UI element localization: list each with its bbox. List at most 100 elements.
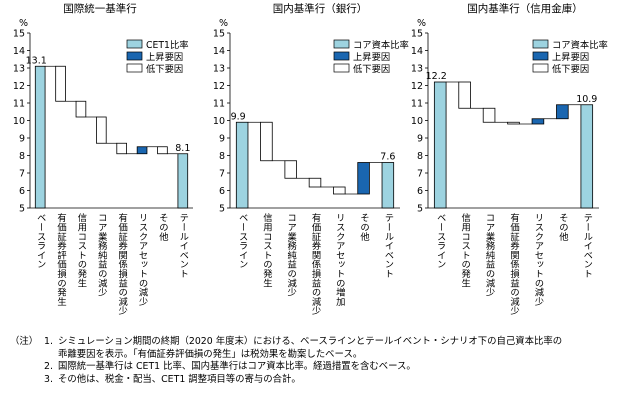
note-3-text: その他は、税金・配当、CET1 調整項目等の寄与の合計。 (58, 373, 301, 385)
bar-decrease (482, 107, 496, 123)
y-tick-label: 5 (19, 204, 25, 215)
category-label: コア業務純益の減少 (484, 213, 496, 297)
note-1-text-b: 乖離要因を表示。「有価証券評価損の発生」は税効果を勘案したベース。 (58, 348, 363, 360)
category-label: テールイベント (382, 213, 394, 278)
bar-increase (136, 146, 148, 155)
y-tick-label: 10 (411, 116, 423, 127)
y-tick-label: 7 (219, 169, 225, 180)
bar-total (580, 104, 594, 209)
note-2-text: 国際統一基準行は CET1 比率、国内基準行はコア資本比率。経過措置を含むベース… (58, 361, 416, 373)
y-tick-label: 6 (219, 186, 225, 197)
y-tick-label: 14 (213, 46, 225, 57)
chart-panel-2: 国内基準行（銀行）% 5 6 7 8 9 10 11 12 13 14 15 9.9 7.6 ベースライン信… (213, 2, 409, 315)
note-2-number: 2. (44, 361, 53, 373)
bar-decrease (157, 146, 168, 155)
bar-total (235, 121, 249, 209)
legend-swatch-increase (333, 51, 350, 61)
category-label: コア業務純益の減少 (96, 213, 108, 297)
bar-total (433, 81, 447, 209)
y-tick-label: 14 (411, 46, 423, 57)
value-label: 12.2 (426, 71, 447, 82)
y-tick-label: 12 (13, 81, 25, 92)
y-tick-label: 11 (411, 99, 423, 110)
y-tick-label: 15 (13, 29, 25, 40)
y-tick-label: 9 (19, 134, 25, 145)
category-label: その他 (557, 213, 569, 242)
legend-label: CET1比率 (146, 39, 189, 51)
y-tick-label: 15 (411, 29, 423, 40)
value-label: 7.6 (380, 152, 395, 163)
y-tick-label: 7 (417, 169, 423, 180)
y-tick-label: 12 (411, 81, 423, 92)
legend-swatch-total (126, 39, 143, 49)
bar-increase (531, 118, 545, 125)
bar-increase (556, 104, 569, 120)
category-label: リスクアセットの減少 (532, 213, 544, 306)
chart-title: 国内基準行（信用金庫） (467, 2, 583, 15)
bar-decrease (284, 160, 297, 179)
category-label: その他 (358, 213, 370, 242)
category-label: 信用コストの発生 (261, 212, 273, 287)
legend-label: 上昇要因 (552, 52, 589, 63)
legend-swatch-increase (532, 51, 549, 61)
bar-decrease (75, 100, 87, 118)
category-label: 有価証券関係損益の減少 (116, 212, 128, 315)
legend-label: 低下要因 (353, 63, 390, 75)
category-label: 信用コストの発生 (75, 212, 87, 287)
note-lead: （注） (10, 336, 39, 347)
bar-decrease (333, 186, 346, 195)
category-label: ベースライン (237, 213, 249, 269)
legend-label: 上昇要因 (146, 52, 183, 63)
chart-panel-3: 国内基準行（信用金庫）% 5 6 7 8 9 10 11 12 13 14 15 12.2 10.9 ベース… (411, 2, 608, 315)
category-label: 有価証券関係損益の減少 (310, 212, 322, 315)
category-label: リスクアセットの減少 (137, 213, 149, 306)
y-unit-label: % (417, 18, 426, 29)
y-tick-label: 15 (213, 29, 225, 40)
legend-label: 低下要因 (552, 63, 589, 75)
value-label: 8.1 (175, 143, 190, 154)
value-label: 10.9 (576, 94, 597, 105)
chart-title: 国内基準行（銀行） (273, 2, 368, 15)
footnotes: （注） 1. シミュレーション期間の終期（2020 年度末）における、ベースライ… (10, 336, 614, 386)
note-1-line-2: 乖離要因を表示。「有価証券評価損の発生」は税効果を勘案したベース。 (10, 349, 614, 362)
category-label: テールイベント (581, 213, 593, 278)
y-tick-label: 11 (213, 99, 225, 110)
value-label: 13.1 (26, 55, 47, 66)
y-tick-label: 13 (13, 64, 25, 75)
y-tick-label: 11 (13, 99, 25, 110)
y-tick-label: 9 (219, 134, 225, 145)
legend-swatch-total (333, 39, 350, 49)
y-tick-label: 13 (213, 64, 225, 75)
category-label: リスクアセットの増加 (334, 213, 346, 307)
bar-decrease (458, 81, 471, 109)
note-3-number: 3. (44, 373, 53, 385)
category-label: その他 (157, 213, 169, 242)
y-tick-label: 5 (417, 204, 423, 215)
bar-decrease (507, 121, 520, 125)
bar-decrease (308, 177, 322, 188)
category-label: ベースライン (35, 213, 47, 269)
y-unit-label: % (19, 18, 28, 29)
note-1-line-1: （注） 1. シミュレーション期間の終期（2020 年度末）における、ベースライ… (10, 336, 614, 349)
legend-label: コア資本比率 (353, 39, 409, 51)
category-label: 信用コストの発生 (459, 212, 471, 287)
category-label: ベースライン (435, 213, 447, 269)
y-tick-label: 10 (13, 116, 25, 127)
legend-swatch-decrease (333, 63, 350, 73)
bar-decrease (55, 65, 66, 102)
legend-label: コア資本比率 (552, 39, 608, 51)
category-label: テールイベント (177, 213, 189, 278)
y-tick-label: 8 (417, 151, 423, 162)
note-3-line: 3. その他は、税金・配当、CET1 調整項目等の寄与の合計。 (10, 374, 614, 387)
y-tick-label: 6 (19, 186, 25, 197)
y-tick-label: 5 (219, 204, 225, 215)
chart-title: 国際統一基準行 (63, 2, 137, 15)
bar-increase (357, 162, 370, 195)
bar-total (34, 65, 46, 209)
legend-swatch-decrease (532, 63, 549, 73)
bar-total (177, 153, 189, 209)
y-tick-label: 8 (219, 151, 225, 162)
y-tick-label: 9 (417, 134, 423, 145)
bar-decrease (260, 121, 273, 162)
